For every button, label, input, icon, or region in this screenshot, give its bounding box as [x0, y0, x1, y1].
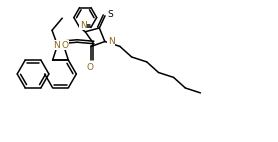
Text: O: O: [61, 41, 68, 50]
Text: O: O: [87, 63, 94, 72]
Text: N: N: [53, 41, 60, 50]
Text: N: N: [108, 37, 115, 46]
Text: N: N: [80, 21, 87, 30]
Text: S: S: [107, 10, 113, 19]
